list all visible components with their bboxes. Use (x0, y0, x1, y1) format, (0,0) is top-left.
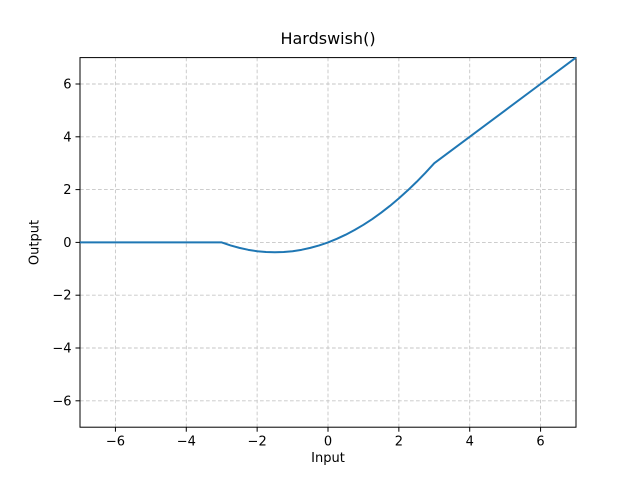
y-tick-label: −2 (52, 289, 71, 304)
x-tick-label: 6 (536, 435, 544, 450)
x-tick-label: −6 (106, 435, 125, 450)
x-tick-label: 0 (324, 435, 332, 450)
y-tick-label: 2 (63, 183, 71, 198)
y-axis-label: Output (27, 219, 43, 266)
hardswish-curve (80, 56, 577, 254)
x-tick-label: 2 (395, 435, 403, 450)
x-tick-label: −2 (248, 435, 267, 450)
y-tick-label: −6 (52, 394, 71, 409)
x-axis-label: Input (311, 451, 345, 466)
chart-title: Hardswish() (280, 29, 376, 48)
y-tick-label: 6 (63, 78, 71, 93)
y-tick-label: −4 (52, 342, 71, 357)
x-tick-label: 4 (466, 435, 474, 450)
y-tick-label: 0 (63, 236, 71, 251)
x-tick-label: −4 (177, 435, 196, 450)
y-tick-label: 4 (63, 130, 71, 145)
